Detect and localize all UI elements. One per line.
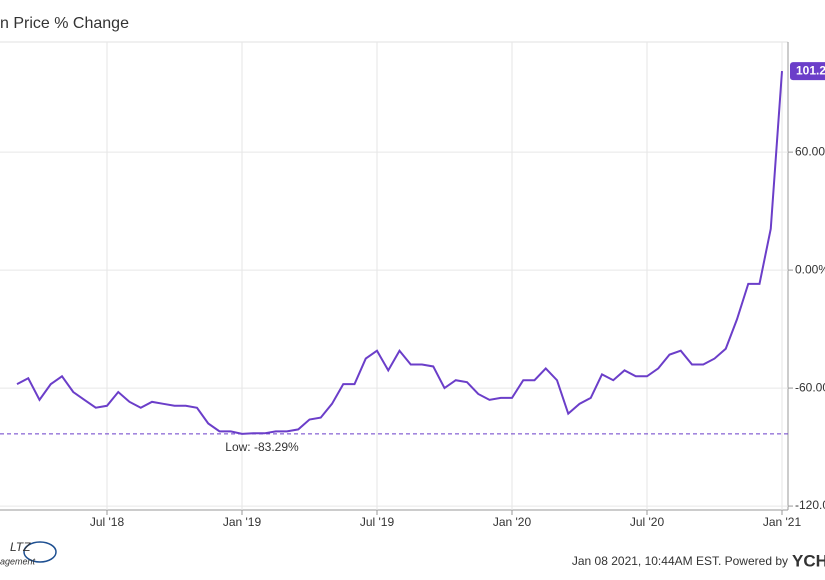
x-tick-label: Jan '19	[223, 515, 262, 529]
x-tick-label: Jan '21	[763, 515, 802, 529]
y-tick-label: -120.0	[795, 498, 825, 512]
low-label: Low: -83.29%	[225, 440, 299, 454]
x-tick-label: Jul '19	[360, 515, 395, 529]
y-tick-label: 60.00	[795, 144, 825, 158]
last-value-box	[790, 62, 825, 81]
x-tick-label: Jul '20	[630, 515, 665, 529]
brand: YCHA	[792, 551, 825, 570]
logo-mark	[23, 541, 57, 563]
logo: LTZ	[10, 540, 31, 554]
line-series	[16, 71, 783, 435]
chart-title: n Price % Change	[0, 15, 129, 32]
x-tick-label: Jul '18	[90, 515, 125, 529]
y-tick-label: -60.00	[795, 380, 825, 394]
footer: Jan 08 2021, 10:44AM EST. Powered by	[572, 554, 788, 568]
x-tick-label: Jan '20	[493, 515, 532, 529]
logo-sub: agement	[0, 556, 36, 566]
y-tick-label: 0.00%	[795, 262, 825, 276]
last-value-label: 101.2	[796, 63, 825, 77]
